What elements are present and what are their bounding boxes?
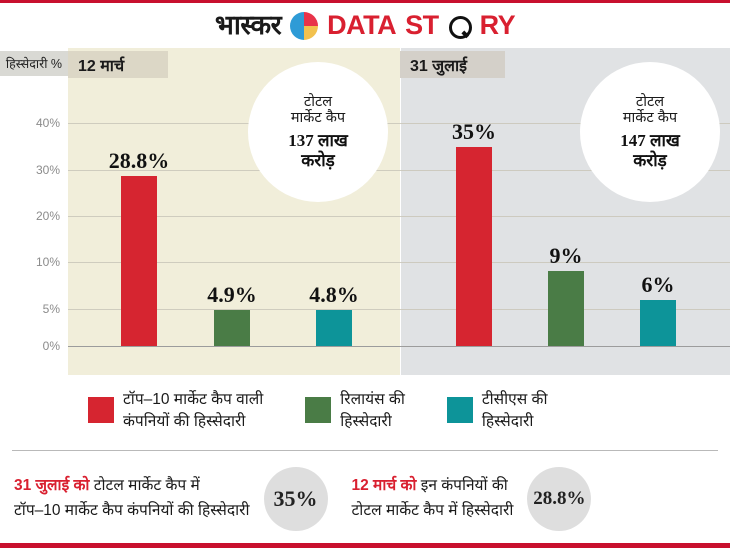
legend-label-line2: हिस्सेदारी (481, 413, 534, 430)
footer-highlight-date: 31 जुलाई को (14, 477, 90, 495)
brand-name-hindi: भास्कर (214, 10, 282, 40)
footer-stat-march: 12 मार्च को इन कंपनियों की टोटल मार्केट … (328, 455, 592, 543)
magnifier-icon (448, 12, 472, 39)
legend-label-reliance: रिलायंस की हिस्सेदारी (340, 389, 405, 434)
callout-market-cap-july: टोटल मार्केट कैप 147 लाख करोड़ (580, 62, 720, 202)
footer-divider (12, 450, 718, 451)
gridline-40 (68, 123, 730, 124)
chart-legend: टॉप–10 मार्केट कैप वाली कंपनियों की हिस्… (0, 375, 730, 447)
callout-line-2: मार्केट कैप (622, 110, 678, 127)
bar-value-label: 28.8% (108, 147, 170, 173)
legend-swatch-reliance (305, 396, 332, 423)
bar-value-label: 6% (641, 271, 675, 297)
footer-text-line2: टोटल मार्केट कैप में हिस्सेदारी (351, 502, 514, 519)
y-tick-label: 0% (42, 339, 60, 353)
bar-fill (214, 309, 250, 346)
callout-value: 147 लाख (620, 131, 680, 151)
callout-line-1: टोटल (635, 93, 665, 110)
footer-highlight-date: 12 मार्च को (351, 477, 417, 495)
brand-logo: भास्कर DATA ST RY (214, 10, 516, 40)
callout-value: 137 लाख (288, 131, 348, 151)
pie-chart-icon (290, 11, 319, 40)
bar-value-label: 9% (549, 243, 583, 269)
y-tick-label: 5% (42, 302, 60, 316)
panel-label-march: 12 मार्च (68, 51, 168, 78)
legend-item-tcs: टीसीएस की हिस्सेदारी (446, 389, 548, 434)
legend-label-line1: रिलायंस की (340, 390, 405, 408)
legend-label-line2: कंपनियों की हिस्सेदारी (123, 413, 246, 430)
footer-text-line1: इन कंपनियों की (416, 477, 508, 495)
bar-value-label: 4.9% (207, 281, 257, 307)
footer-text-july: 31 जुलाई को टोटल मार्केट कैप में टॉप–10 … (14, 474, 250, 524)
panel-label-july: 31 जुलाई (400, 51, 505, 78)
legend-item-top10: टॉप–10 मार्केट कैप वाली कंपनियों की हिस्… (88, 389, 263, 434)
legend-label-line1: टीसीएस की (481, 390, 548, 408)
callout-unit: करोड़ (301, 150, 335, 170)
legend-swatch-top10 (88, 396, 114, 423)
gridline-20 (68, 216, 730, 217)
bar: 6% (640, 272, 676, 346)
footer-text-line1: टोटल मार्केट कैप में (89, 477, 200, 495)
bar-chart: 0% 5% 10% 20% 30% 40% हिस्सेदारी % 12 मार्च 3… (0, 48, 730, 375)
footer-stat-value-march: 28.8% (527, 467, 592, 531)
footer-stats: 31 जुलाई को टोटल मार्केट कैप में टॉप–10 … (0, 455, 730, 543)
top-accent-bar (0, 0, 730, 3)
bar-fill (121, 175, 157, 346)
bar-fill (640, 299, 676, 346)
y-tick-label: 30% (35, 163, 60, 177)
bar-fill (548, 271, 584, 346)
legend-item-reliance: रिलायंस की हिस्सेदारी (305, 389, 405, 434)
footer-stat-july: 31 जुलाई को टोटल मार्केट कैप में टॉप–10 … (0, 455, 328, 543)
bar-fill (456, 146, 492, 346)
brand-ry-word: RY (479, 10, 516, 40)
callout-line-2: मार्केट कैप (290, 110, 346, 127)
legend-swatch-tcs (446, 396, 473, 423)
legend-label-line1: टॉप–10 मार्केट कैप वाली (123, 390, 264, 408)
legend-label-tcs: टीसीएस की हिस्सेदारी (482, 389, 548, 434)
panel-divider (400, 48, 401, 375)
bar-fill (316, 310, 352, 346)
footer-stat-value-july: 35% (263, 467, 328, 531)
page-header: भास्कर DATA ST RY (0, 3, 730, 48)
bar: 9% (548, 243, 584, 346)
footer-text-line2: टॉप–10 मार्केट कैप कंपनियों की हिस्सेदार… (14, 502, 250, 519)
gridline-30 (68, 170, 730, 171)
bar-value-label: 35% (452, 118, 496, 144)
bar: 4.8% (309, 282, 359, 346)
y-tick-label: 20% (35, 209, 60, 223)
callout-unit: करोड़ (633, 150, 667, 170)
y-tick-label: 40% (35, 116, 60, 130)
bar: 4.9% (207, 282, 257, 346)
bar: 28.8% (109, 148, 169, 346)
brand-st-word: ST (405, 10, 439, 40)
bar-value-label: 4.8% (309, 282, 359, 308)
footer-text-march: 12 मार्च को इन कंपनियों की टोटल मार्केट … (352, 474, 514, 524)
gridline-10 (68, 262, 730, 263)
legend-label-line2: हिस्सेदारी (340, 413, 392, 430)
bar: 35% (452, 119, 496, 346)
callout-market-cap-march: टोटल मार्केट कैप 137 लाख करोड़ (248, 62, 388, 202)
gridline-5 (68, 309, 730, 310)
legend-label-top10: टॉप–10 मार्केट कैप वाली कंपनियों की हिस्… (123, 389, 263, 434)
y-tick-label: 10% (35, 255, 60, 269)
bottom-accent-bar (0, 543, 730, 548)
gridline-0 (68, 346, 730, 347)
callout-line-1: टोटल (303, 93, 333, 110)
brand-data-word: DATA (327, 10, 397, 40)
y-axis-label: हिस्सेदारी % (0, 51, 68, 76)
